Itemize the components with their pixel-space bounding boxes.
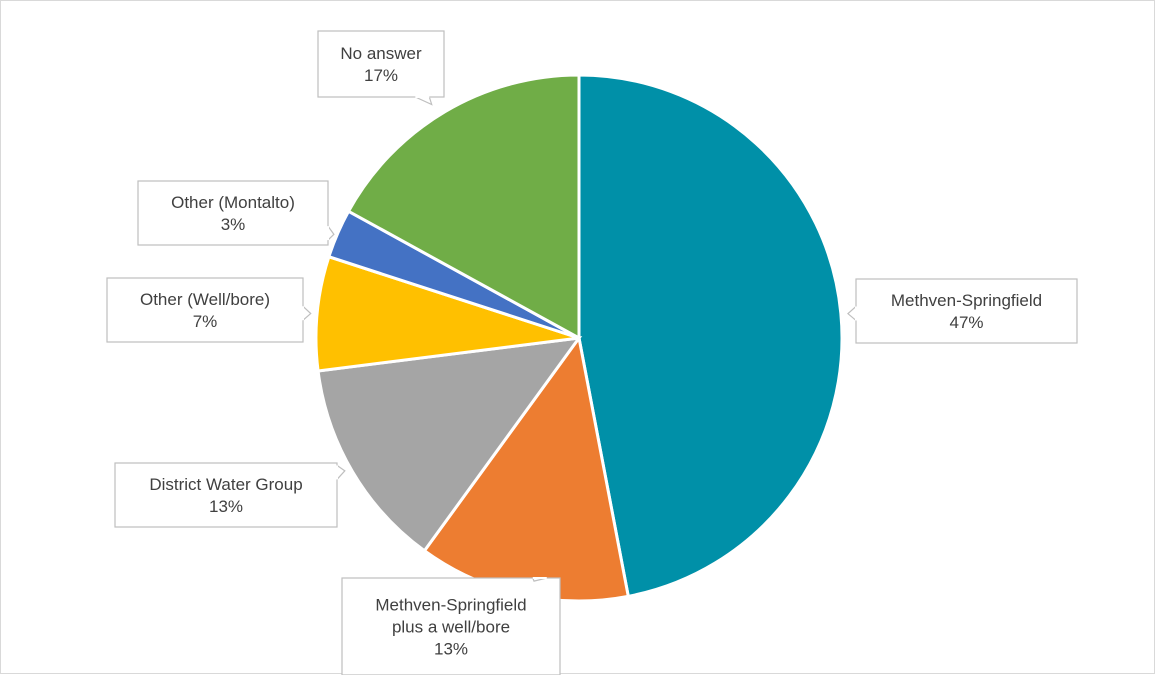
pie-slice-district-water-group xyxy=(316,336,583,553)
data-label-4: Other (Well/bore) 7% xyxy=(106,277,312,343)
data-label-2: Methven-Springfield plus a well/bore 13% xyxy=(341,577,561,675)
data-label-value: 47% xyxy=(949,313,983,332)
pie-slice-no-answer xyxy=(346,73,581,341)
data-label-text: No answer xyxy=(340,44,422,63)
data-label-text: Methven-Springfield xyxy=(375,596,526,615)
data-label-text: District Water Group xyxy=(149,475,302,494)
data-label-1: Methven-Springfield 47% xyxy=(847,278,1078,344)
data-label-text: Other (Montalto) xyxy=(171,193,295,212)
data-label-value: 7% xyxy=(193,312,218,331)
data-label-6: No answer 17% xyxy=(317,30,445,106)
pie-slices xyxy=(314,73,844,603)
data-label-3: District Water Group 13% xyxy=(114,462,346,528)
pie-slice-other-well-bore xyxy=(314,254,580,373)
data-label-value: 13% xyxy=(209,497,243,516)
pie-slice-methven-springfield xyxy=(577,73,844,599)
data-label-5: Other (Montalto) 3% xyxy=(137,180,335,246)
data-label-value: 3% xyxy=(221,215,246,234)
data-label-text: plus a well/bore xyxy=(392,618,510,637)
data-label-text: Other (Well/bore) xyxy=(140,290,270,309)
data-labels: Methven-Springfield47%Methven-Springfiel… xyxy=(106,30,1078,675)
data-label-value: 17% xyxy=(364,66,398,85)
data-label-value: 13% xyxy=(434,640,468,659)
data-label-text: Methven-Springfield xyxy=(891,291,1042,310)
